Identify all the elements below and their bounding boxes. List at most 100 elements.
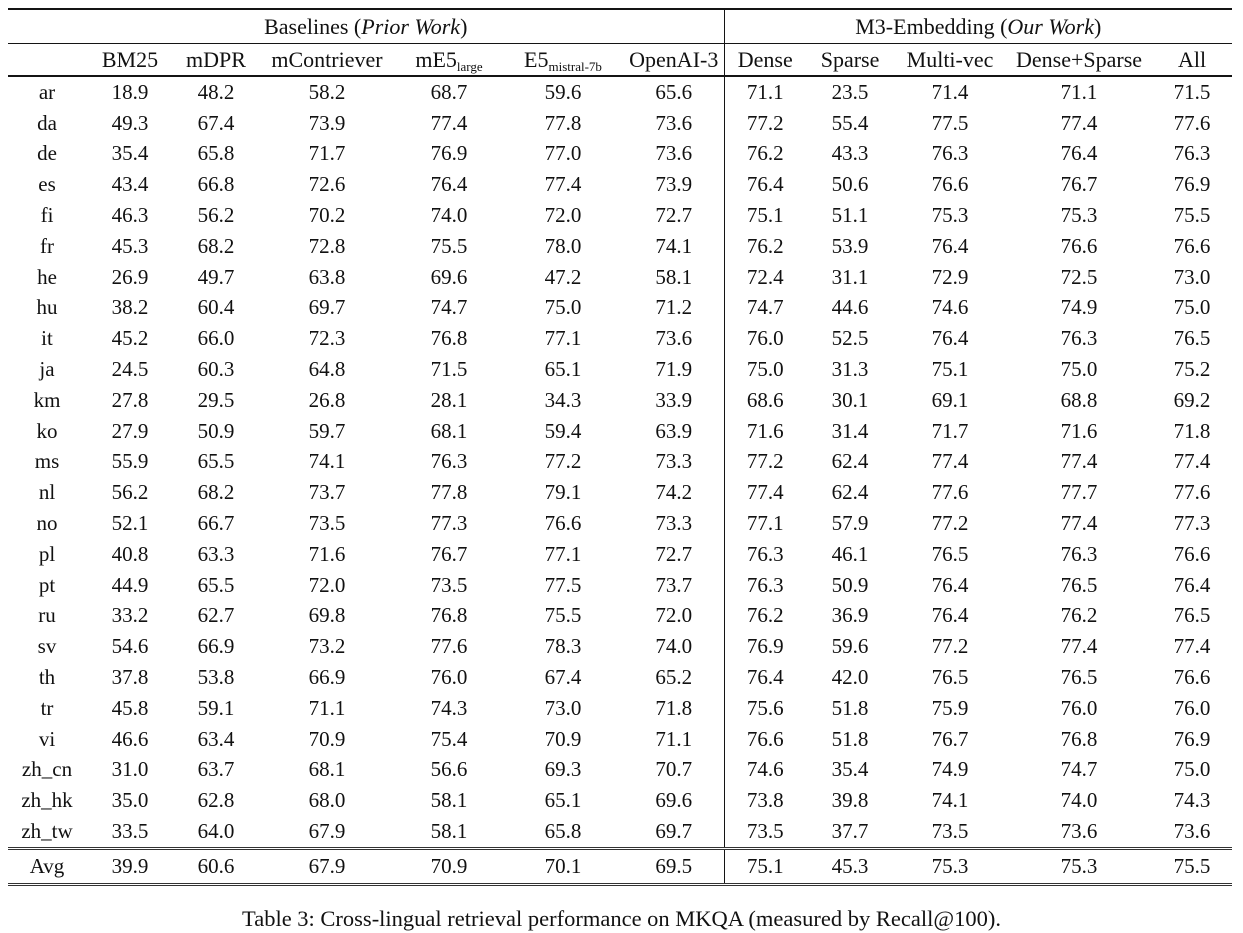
value-cell: 74.0 [430, 203, 468, 228]
value-cell: 76.0 [723, 323, 807, 355]
value-cell: 68.6 [723, 384, 807, 416]
value-cell: 71.6 [308, 541, 346, 566]
value-cell: 56.2 [197, 203, 235, 228]
value-cell: 74.1 [308, 449, 346, 474]
value-cell: 76.2 [723, 230, 807, 262]
value-cell: 74.7 [430, 295, 468, 320]
value-cell: 39.9 [86, 846, 174, 886]
value-cell: 52.1 [111, 511, 149, 536]
lang-cell: tr [40, 695, 54, 720]
lang-cell: da [37, 110, 57, 135]
value-cell: 51.1 [831, 203, 869, 228]
value-cell: 75.3 [1060, 203, 1098, 228]
value-cell: 76.2 [1060, 603, 1098, 628]
value-cell: 74.2 [655, 480, 693, 505]
lang-cell: zh_tw [21, 819, 73, 844]
value-cell: 75.9 [931, 695, 969, 720]
value-cell: 72.8 [308, 233, 346, 258]
lang-cell: hu [36, 295, 58, 320]
value-cell: 77.4 [430, 110, 468, 135]
value-cell: 44.9 [111, 572, 149, 597]
lang-cell: zh_hk [21, 788, 73, 813]
value-cell: 74.9 [1060, 295, 1098, 320]
value-cell: 68.1 [308, 757, 346, 782]
value-cell: 76.6 [1173, 665, 1211, 690]
value-cell: 65.1 [544, 788, 582, 813]
table-row: pl 40.8 63.3 71.6 76.7 77.1 72.7 76.3 46.1 76.5 7… [8, 538, 1232, 570]
value-cell: 59.7 [308, 418, 346, 443]
table-row: ja 24.5 60.3 64.8 71.5 65.1 71.9 75.0 31.3 75.1 7… [8, 354, 1232, 385]
value-cell: 70.7 [655, 757, 693, 782]
column-header: mE5large [396, 43, 502, 77]
value-cell: 67.4 [544, 665, 582, 690]
value-cell: 74.6 [723, 754, 807, 786]
column-header-row: BM25 mDPR mContriever mE5large E5mistral… [8, 43, 1233, 77]
value-cell: 77.2 [931, 634, 969, 659]
value-cell: 50.9 [831, 572, 869, 597]
value-cell: 39.8 [831, 788, 869, 813]
value-cell: 76.3 [723, 569, 807, 601]
value-cell: 66.9 [308, 665, 346, 690]
table-row: sv 54.6 66.9 73.2 77.6 78.3 74.0 76.9 59.6 77.2 7… [8, 631, 1232, 663]
value-cell: 58.1 [430, 819, 468, 844]
value-cell: 71.7 [931, 418, 969, 443]
value-cell: 75.4 [430, 726, 468, 751]
value-cell: 76.5 [931, 665, 969, 690]
value-cell: 76.0 [1060, 695, 1098, 720]
value-cell: 76.8 [430, 326, 468, 351]
value-cell: 71.1 [723, 76, 807, 108]
value-cell: 69.8 [308, 603, 346, 628]
value-cell: 75.0 [723, 354, 807, 385]
value-cell: 74.6 [931, 295, 969, 320]
results-table: Baselines (Prior Work) M3-Embedding (Our… [8, 8, 1233, 886]
table-row: he 26.9 49.7 63.8 69.6 47.2 58.1 72.4 31.1 72.9 7… [8, 261, 1232, 293]
table-row: zh_cn 31.0 63.7 68.1 56.6 69.3 70.7 74.6 35.4 74… [8, 754, 1232, 786]
table-caption: Table 3: Cross-lingual retrieval perform… [242, 905, 1001, 931]
value-cell: 75.0 [544, 295, 582, 320]
value-cell: 73.9 [308, 110, 346, 135]
value-cell: 77.4 [1060, 110, 1098, 135]
value-cell: 73.7 [655, 572, 693, 597]
value-cell: 73.6 [1060, 819, 1098, 844]
value-cell: 77.5 [544, 572, 582, 597]
value-cell: 74.7 [1060, 757, 1098, 782]
lang-cell: fr [40, 233, 54, 258]
value-cell: 72.7 [655, 541, 693, 566]
value-cell: 63.4 [197, 726, 235, 751]
value-cell: 71.8 [1173, 418, 1211, 443]
value-cell: 72.4 [723, 261, 807, 293]
value-cell: 75.0 [1060, 357, 1098, 382]
value-cell: 78.3 [544, 634, 582, 659]
lang-cell: it [41, 326, 53, 351]
value-cell: 76.3 [1173, 141, 1211, 166]
table-row: fi 46.3 56.2 70.2 74.0 72.0 72.7 75.1 51.1 75.3 7… [8, 200, 1232, 231]
value-cell: 75.1 [723, 846, 807, 886]
value-cell: 46.6 [111, 726, 149, 751]
value-cell: 31.3 [831, 357, 869, 382]
value-cell: 60.3 [197, 357, 235, 382]
value-cell: 58.1 [430, 788, 468, 813]
value-cell: 37.8 [111, 665, 149, 690]
value-cell: 76.5 [1060, 665, 1098, 690]
value-cell: 75.3 [894, 846, 1007, 886]
column-header: OpenAI-3 [624, 43, 725, 77]
value-cell: 72.0 [308, 572, 346, 597]
value-cell: 52.5 [831, 326, 869, 351]
value-cell: 73.6 [655, 141, 693, 166]
value-cell: 75.0 [1173, 757, 1211, 782]
value-cell: 73.5 [931, 819, 969, 844]
value-cell: 75.6 [723, 692, 807, 724]
value-cell: 73.6 [1173, 819, 1211, 844]
value-cell: 74.3 [1173, 788, 1211, 813]
lang-cell: es [38, 172, 56, 197]
lang-cell: fi [40, 203, 54, 228]
value-cell: 76.6 [1173, 233, 1211, 258]
value-cell: 35.0 [111, 788, 149, 813]
table-row: hu 38.2 60.4 69.7 74.7 75.0 71.2 74.7 44.6 74.6 7… [8, 292, 1232, 324]
value-cell: 72.6 [308, 172, 346, 197]
value-cell: 69.5 [624, 846, 725, 886]
value-cell: 76.4 [931, 326, 969, 351]
table-row: es 43.4 66.8 72.6 76.4 77.4 73.9 76.4 50.6 76.6 7… [8, 169, 1232, 201]
value-cell: 69.2 [1173, 387, 1211, 412]
value-cell: 31.0 [111, 757, 149, 782]
